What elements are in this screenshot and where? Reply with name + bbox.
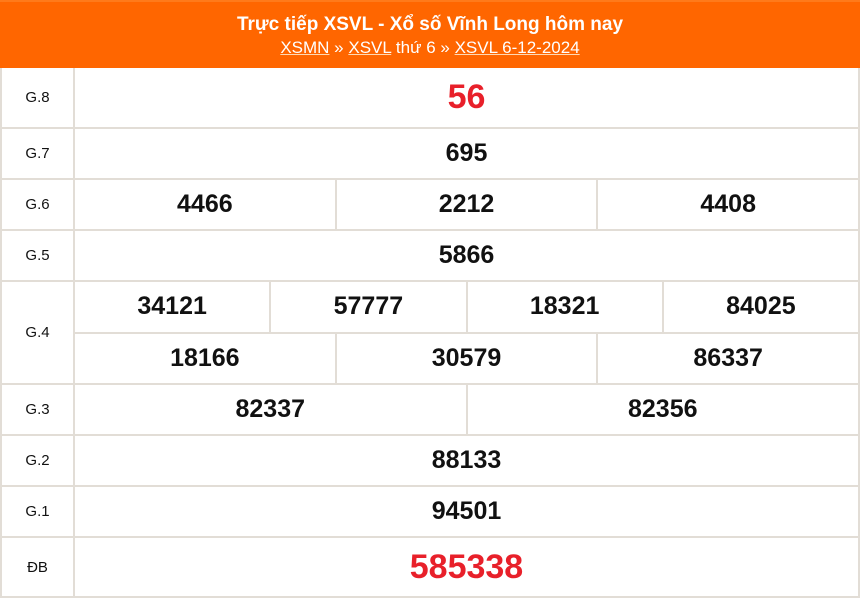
- prize-number: 2212: [334, 180, 597, 229]
- prize-number: 84025: [661, 282, 858, 332]
- prize-number: 82337: [235, 395, 306, 423]
- breadcrumb-date-link[interactable]: XSVL 6-12-2024: [454, 38, 580, 57]
- prize-row: G.1 94501: [0, 487, 860, 538]
- prize-number: 4408: [596, 180, 858, 229]
- prize-label: G.8: [2, 68, 75, 127]
- prize-row: G.6 4466 2212 4408: [0, 180, 860, 231]
- prize-row: G.4 34121 57777 18321 84025 18166 30579 86337: [0, 282, 860, 385]
- prize-label: G.5: [2, 231, 75, 280]
- prize-number: 5866: [438, 241, 495, 269]
- prize-label: G.4: [2, 282, 75, 383]
- prize-label: G.6: [2, 180, 75, 229]
- prize-label: G.3: [2, 385, 75, 434]
- prize-number: 57777: [269, 282, 465, 332]
- prize-label: G.2: [2, 436, 75, 485]
- prize-row: ĐB 585338: [0, 538, 860, 598]
- breadcrumb-xsmn-link[interactable]: XSMN: [280, 38, 330, 57]
- prize-number: 18321: [465, 282, 662, 332]
- breadcrumb-xsvl-link[interactable]: XSVL: [348, 38, 392, 57]
- prize-row: G.5 5866: [0, 231, 860, 282]
- prize-number: 695: [445, 139, 488, 167]
- prize-number: 585338: [409, 547, 524, 586]
- breadcrumb-separator: »: [329, 38, 349, 57]
- prize-number: 4466: [177, 190, 233, 218]
- prize-number: 34121: [137, 292, 207, 321]
- breadcrumb: XSMN » XSVL thứ 6 » XSVL 6-12-2024: [0, 37, 860, 59]
- prize-label: G.7: [2, 129, 75, 178]
- prize-row: G.3 82337 82356: [0, 385, 860, 436]
- prize-number: 88133: [431, 446, 502, 474]
- page-title: Trực tiếp XSVL - Xổ số Vĩnh Long hôm nay: [236, 14, 624, 35]
- prize-number: 30579: [334, 333, 597, 383]
- prize-number: 94501: [431, 497, 502, 525]
- prize-row: G.2 88133: [0, 436, 860, 487]
- prize-row: G.8 56: [0, 68, 860, 129]
- prize-label: ĐB: [2, 538, 75, 596]
- prize-label: G.1: [2, 487, 75, 536]
- prize-row: G.7 695: [0, 129, 860, 180]
- prize-number: 18166: [170, 343, 240, 372]
- prize-number: 86337: [596, 333, 858, 383]
- prize-number: 82356: [465, 385, 859, 434]
- prize-number: 56: [447, 78, 486, 116]
- results-header: Trực tiếp XSVL - Xổ số Vĩnh Long hôm nay…: [0, 0, 860, 68]
- results-table: G.8 56 G.7 695 G.6 4466 2212 4408 G.5 5866 G.4 3412…: [0, 68, 860, 598]
- breadcrumb-text: thứ 6 »: [391, 38, 455, 57]
